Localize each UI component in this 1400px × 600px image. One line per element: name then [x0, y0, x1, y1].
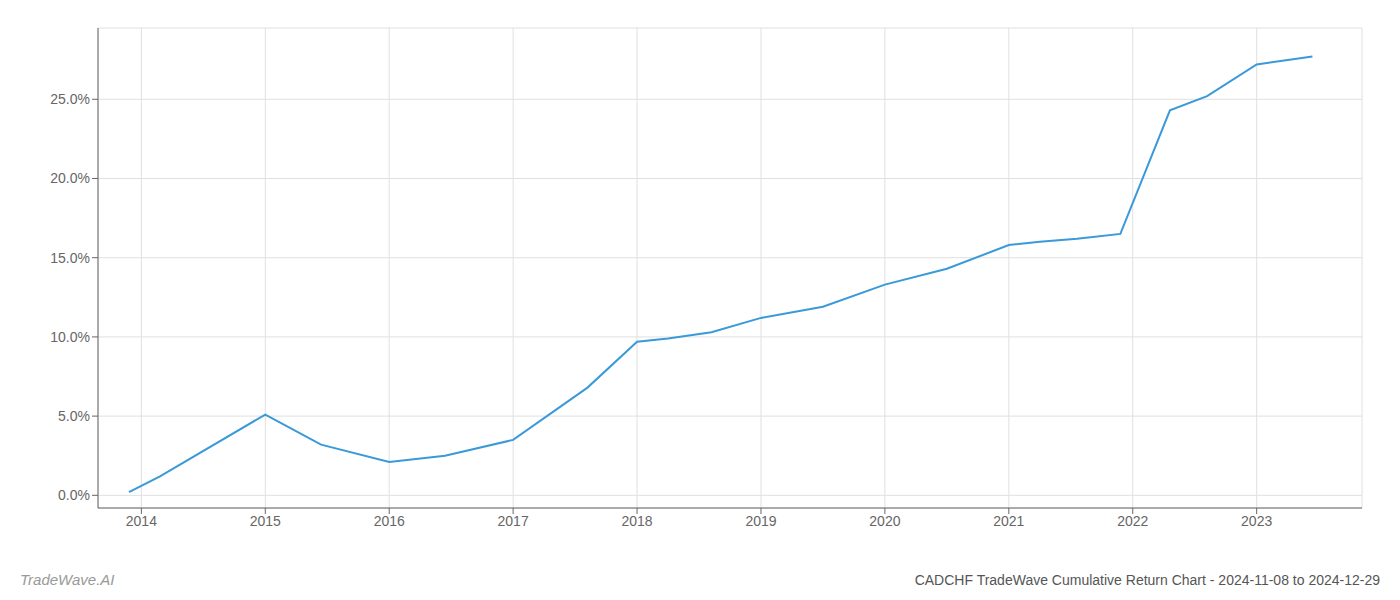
svg-text:2022: 2022 [1117, 513, 1148, 529]
html-text:TradeWave.AI: TradeWave.AI [20, 571, 115, 588]
svg-text:2019: 2019 [745, 513, 776, 529]
svg-text:2017: 2017 [498, 513, 529, 529]
svg-text:15.0%: 15.0% [50, 250, 90, 266]
svg-text:2023: 2023 [1241, 513, 1272, 529]
html-text:CADCHF TradeWave Cumulative Re: CADCHF TradeWave Cumulative Return Chart… [914, 572, 1380, 588]
svg-text:0.0%: 0.0% [58, 487, 90, 503]
svg-text:20.0%: 20.0% [50, 170, 90, 186]
svg-text:2020: 2020 [869, 513, 900, 529]
svg-text:2014: 2014 [126, 513, 157, 529]
svg-text:10.0%: 10.0% [50, 329, 90, 345]
svg-text:2016: 2016 [374, 513, 405, 529]
svg-text:5.0%: 5.0% [58, 408, 90, 424]
svg-text:2021: 2021 [993, 513, 1024, 529]
svg-text:2015: 2015 [250, 513, 281, 529]
svg-text:2018: 2018 [621, 513, 652, 529]
svg-text:25.0%: 25.0% [50, 91, 90, 107]
